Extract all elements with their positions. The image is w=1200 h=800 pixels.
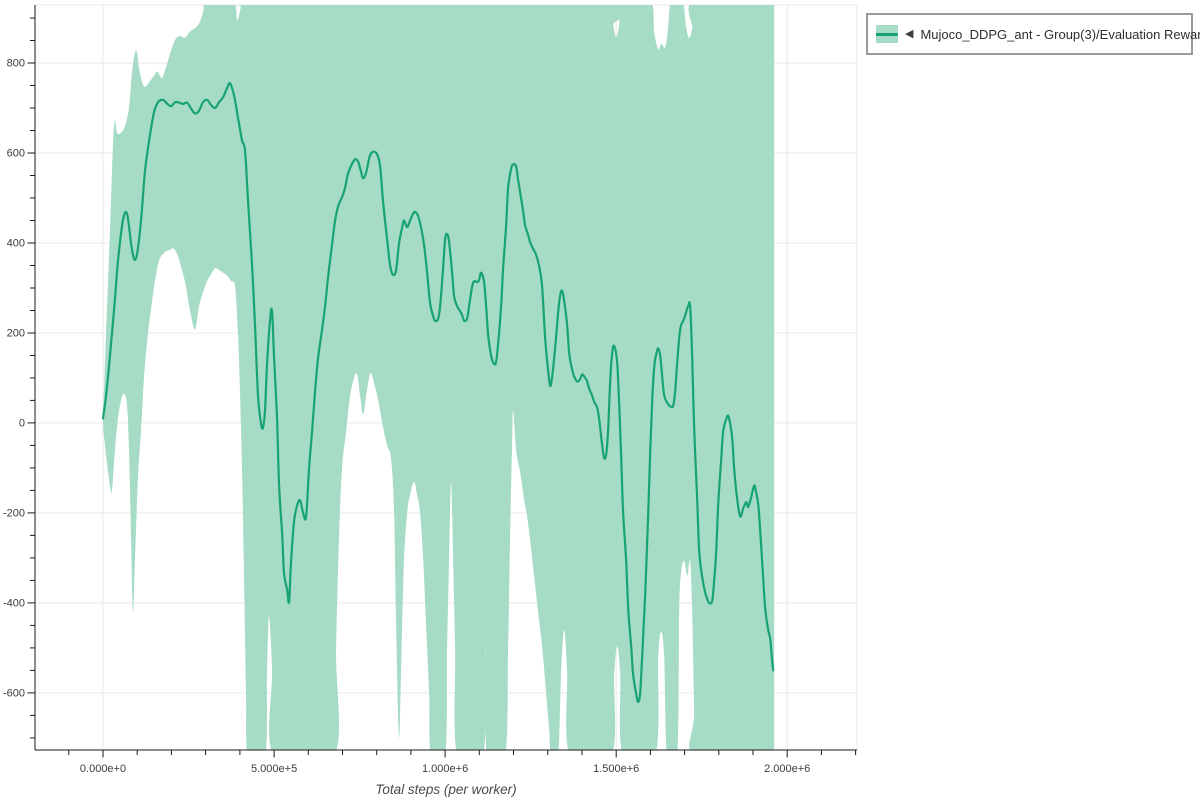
svg-text:200: 200 (7, 328, 25, 340)
svg-text:2.000e+6: 2.000e+6 (764, 763, 810, 775)
svg-text:0: 0 (19, 417, 25, 429)
svg-text:800: 800 (7, 58, 25, 70)
y-tick-labels: -600 -400 -200 0 200 400 600 800 (3, 58, 25, 700)
legend-collapse-icon[interactable]: ◀ (905, 27, 914, 40)
x-tick-labels: 0.000e+0 5.000e+5 1.000e+6 1.500e+6 2.000e+6 (80, 763, 810, 775)
svg-text:1.500e+6: 1.500e+6 (593, 763, 639, 775)
legend[interactable]: ◀ Mujoco_DDPG_ant - Group(3)/Evaluation … (866, 13, 1200, 55)
svg-text:-600: -600 (3, 687, 25, 699)
svg-text:0.000e+0: 0.000e+0 (80, 763, 126, 775)
svg-text:600: 600 (7, 148, 25, 160)
series-line (101, 81, 775, 703)
axes (27, 5, 857, 758)
svg-text:1.000e+6: 1.000e+6 (422, 763, 468, 775)
svg-text:400: 400 (7, 238, 25, 250)
legend-series-swatch-icon (876, 25, 898, 43)
svg-text:5.000e+5: 5.000e+5 (251, 763, 297, 775)
svg-text:-200: -200 (3, 507, 25, 519)
x-axis-title: Total steps (per worker) (375, 782, 516, 797)
svg-text:-400: -400 (3, 597, 25, 609)
confidence-band (103, 5, 775, 750)
legend-series-label: Mujoco_DDPG_ant - Group(3)/Evaluation Re… (920, 26, 1200, 42)
